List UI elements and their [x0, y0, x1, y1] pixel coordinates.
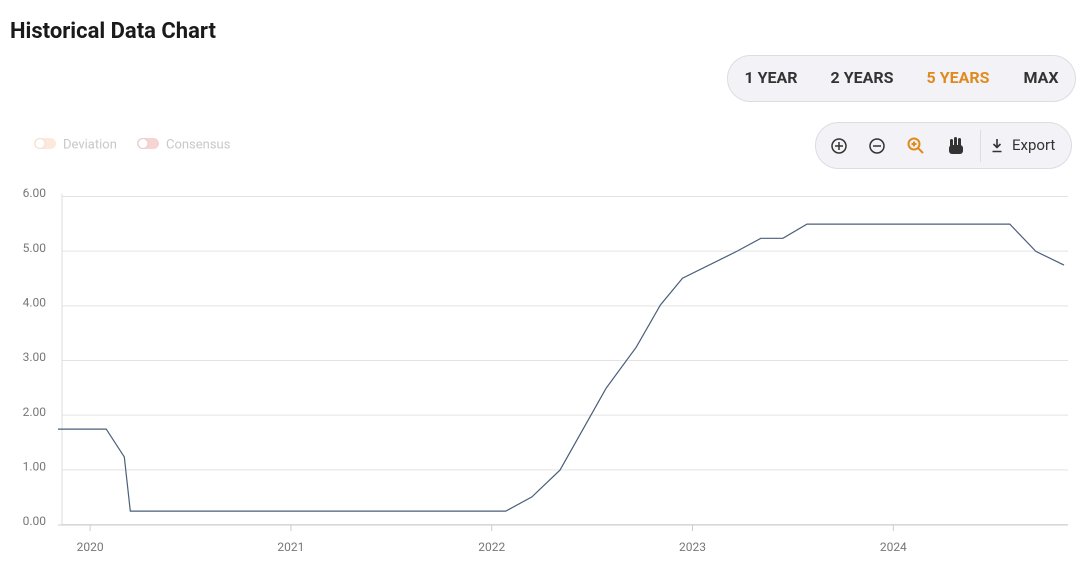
- legend: Deviation Consensus: [34, 137, 231, 152]
- y-tick-label: 4.00: [23, 296, 47, 310]
- page-title: Historical Data Chart: [10, 19, 216, 44]
- export-label: Export: [1012, 136, 1055, 154]
- legend-label: Consensus: [166, 137, 231, 152]
- range-button[interactable]: 2 YEARS: [831, 68, 894, 87]
- range-button[interactable]: 5 YEARS: [927, 68, 990, 87]
- x-tick-label: 2024: [880, 540, 907, 554]
- x-tick-label: 2023: [679, 540, 706, 554]
- export-button[interactable]: Export: [992, 136, 1056, 154]
- zoom-select-button[interactable]: [907, 137, 924, 154]
- y-tick-label: 5.00: [23, 241, 47, 255]
- x-tick-label: 2021: [277, 540, 304, 554]
- data-line: [58, 223, 1065, 512]
- y-tick-label: 6.00: [23, 186, 47, 200]
- legend-label: Deviation: [63, 137, 117, 152]
- y-tick-label: 0.00: [23, 514, 47, 528]
- x-tick-label: 2022: [478, 540, 505, 554]
- range-button[interactable]: MAX: [1023, 68, 1058, 87]
- x-tick-label: 2020: [77, 540, 104, 554]
- zoom-out-button[interactable]: [869, 138, 885, 154]
- zoom-in-button[interactable]: [831, 138, 847, 154]
- y-tick-label: 3.00: [23, 350, 47, 364]
- legend-toggle-knob: [34, 138, 46, 149]
- range-button[interactable]: 1 YEAR: [744, 68, 797, 87]
- y-tick-label: 2.00: [23, 405, 47, 419]
- legend-toggle-knob: [137, 138, 149, 149]
- range-selector: [727, 55, 1076, 102]
- y-tick-label: 1.00: [23, 460, 47, 474]
- pan-button[interactable]: [949, 137, 963, 154]
- toolbar: [815, 122, 1072, 169]
